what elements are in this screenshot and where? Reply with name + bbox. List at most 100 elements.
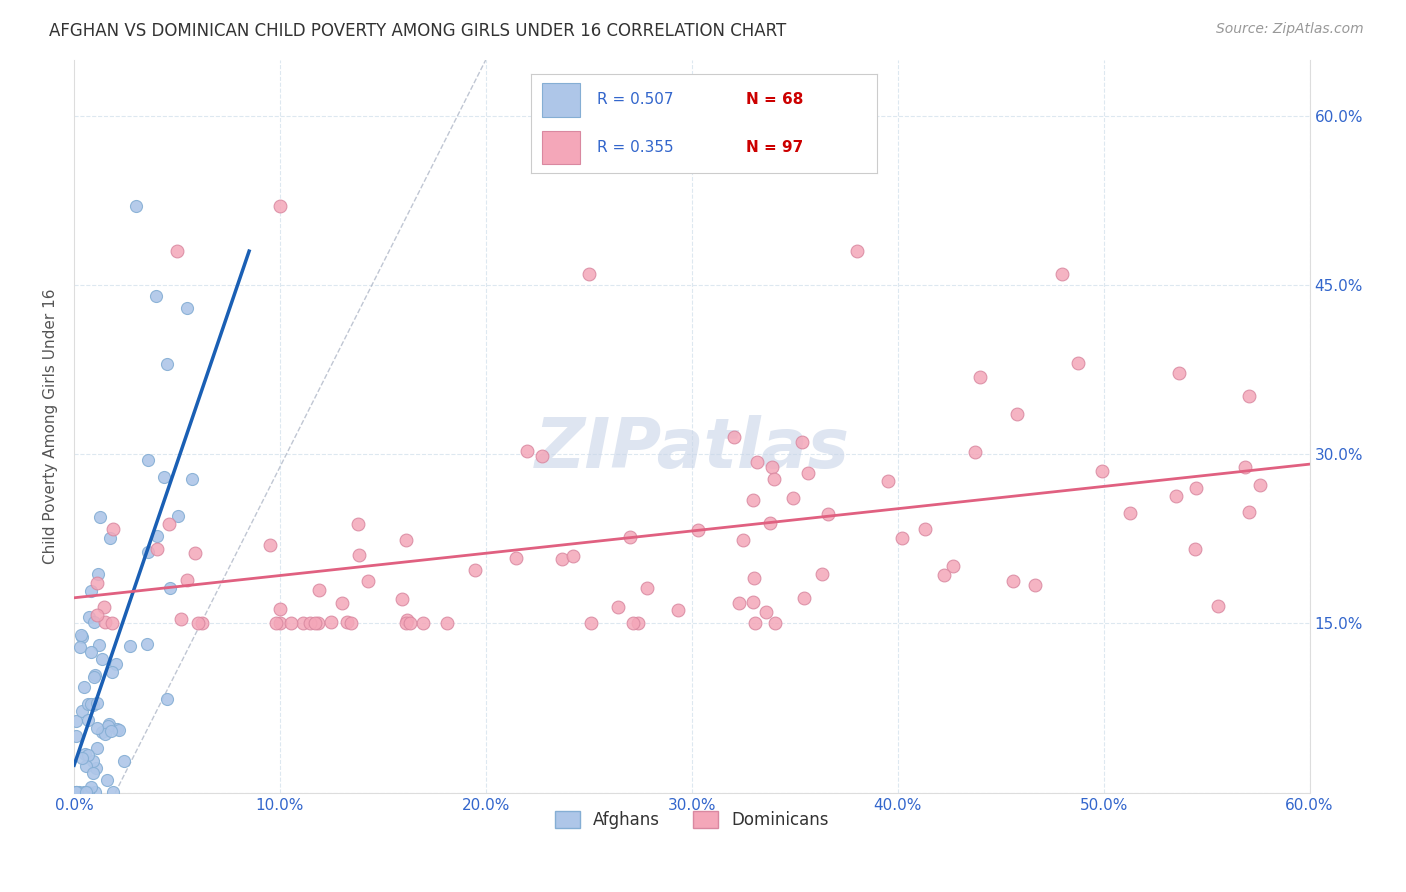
Point [159, 581, 181, 595]
Point [166, 508, 188, 523]
Point [82, 754, 104, 768]
Point [187, 616, 209, 631]
Text: Source: ZipAtlas.com: Source: ZipAtlas.com [1216, 22, 1364, 37]
Point [330, 596, 353, 610]
Point [82, 765, 104, 780]
Point [845, 244, 868, 259]
Point [811, 567, 834, 582]
Point [83, 615, 105, 630]
Point [877, 474, 900, 488]
Point [755, 605, 778, 619]
Point [307, 616, 329, 631]
Point [606, 600, 628, 615]
Point [152, 469, 174, 483]
Point [391, 592, 413, 607]
Point [73, 747, 96, 761]
Point [742, 595, 765, 609]
Point [103, 522, 125, 536]
Point [94, 615, 117, 629]
Point [91, 725, 114, 739]
Point [412, 616, 434, 631]
Point [1052, 267, 1074, 281]
Point [1005, 407, 1028, 421]
Point [73, 680, 96, 694]
Point [914, 522, 936, 536]
Point [65, 714, 87, 728]
Point [891, 531, 914, 545]
Point [1024, 577, 1046, 591]
Y-axis label: Child Poverty Among Girls Under 16: Child Poverty Among Girls Under 16 [44, 288, 58, 564]
Point [561, 549, 583, 564]
Point [96, 772, 118, 787]
Point [184, 545, 207, 559]
Point [579, 616, 602, 631]
Point [619, 530, 641, 544]
Point [145, 289, 167, 303]
Point [280, 616, 302, 631]
Point [963, 445, 986, 459]
Point [170, 612, 193, 626]
Point [578, 267, 600, 281]
Point [176, 574, 198, 588]
Point [145, 529, 167, 543]
Point [942, 559, 965, 574]
Point [79, 645, 101, 659]
Point [65, 784, 87, 798]
Point [89, 509, 111, 524]
Point [464, 563, 486, 577]
Point [688, 524, 710, 538]
Point [94, 726, 117, 740]
Point [269, 199, 291, 213]
Point [335, 615, 357, 629]
Point [516, 443, 538, 458]
Point [84, 761, 107, 775]
Point [70, 628, 93, 642]
Point [723, 430, 745, 444]
Point [349, 548, 371, 562]
Point [666, 603, 689, 617]
Point [100, 616, 122, 631]
Point [97, 719, 120, 733]
Point [75, 784, 97, 798]
Point [1249, 477, 1271, 491]
Point [93, 599, 115, 614]
Text: ZIPatlas: ZIPatlas [534, 415, 849, 482]
Point [436, 616, 458, 631]
Point [80, 584, 103, 599]
Point [745, 455, 768, 469]
Point [1067, 356, 1090, 370]
Point [969, 369, 991, 384]
Point [627, 616, 650, 631]
Point [80, 780, 103, 794]
Point [67, 784, 90, 798]
Point [1239, 505, 1261, 519]
Point [259, 538, 281, 552]
Point [181, 472, 204, 486]
Point [308, 582, 330, 597]
Point [87, 638, 110, 652]
Point [347, 516, 370, 531]
Point [728, 596, 751, 610]
Point [797, 467, 820, 481]
Point [395, 616, 418, 631]
Point [98, 531, 121, 545]
Point [176, 301, 198, 315]
Point [112, 755, 135, 769]
Point [1233, 460, 1256, 475]
Point [82, 698, 104, 713]
Point [793, 591, 815, 605]
Point [76, 784, 98, 798]
Point [156, 357, 179, 371]
Point [73, 784, 96, 798]
Point [761, 460, 783, 475]
Point [136, 545, 159, 559]
Point [742, 571, 765, 585]
Point [83, 670, 105, 684]
Point [741, 493, 763, 508]
Point [65, 784, 87, 798]
Point [166, 244, 188, 259]
Point [101, 665, 124, 679]
Point [782, 491, 804, 506]
Point [84, 784, 107, 798]
Point [86, 721, 108, 735]
